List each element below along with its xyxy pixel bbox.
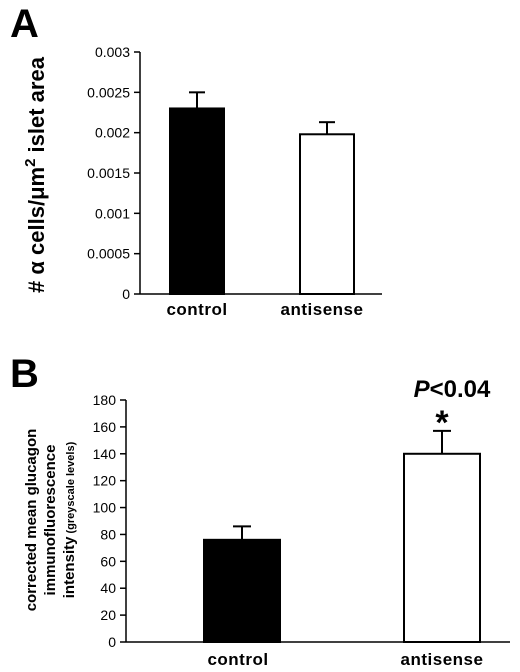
panel-b-significance-star: *: [435, 404, 449, 442]
panel-b-x-tick-label-antisense: antisense: [401, 650, 484, 669]
a-bar-control: [169, 107, 225, 296]
b-y-tick-label: 20: [100, 607, 116, 623]
panel-b-y-axis-label-line-3: intensity (greyscale levels): [61, 441, 78, 598]
panel-b-letter: B: [10, 352, 39, 396]
panel-a-x-tick-label-control: control: [166, 300, 227, 319]
b-y-tick-label: 60: [100, 553, 116, 569]
b-y-tick-label: 180: [93, 392, 117, 408]
a-y-tick-label: 0.002: [95, 125, 130, 141]
a-y-tick-label: 0.003: [95, 44, 130, 60]
a-y-tick-label: 0.001: [95, 205, 130, 221]
b-bar-control: [203, 538, 281, 643]
panel-b-y-axis-label-line-1: corrected mean glucagon: [23, 429, 40, 612]
panel-b-y-axis-label-line-2: immunofluorescence: [42, 445, 59, 596]
panel-a-x-tick-label-antisense: antisense: [281, 300, 364, 319]
panel-a-y-ticks: 0.003 0.0025 0.002 0.0015 0.001 0.0005 0: [87, 44, 140, 302]
b-bar-antisense: [403, 452, 481, 643]
panel-b-x-tick-label-control: control: [207, 650, 268, 669]
a-y-tick-label: 0.0005: [87, 246, 130, 262]
b-y-tick-label: 40: [100, 580, 116, 596]
a-y-tick-label: 0.0025: [87, 84, 130, 100]
b-y-tick-label: 120: [93, 473, 117, 489]
b-y-tick-label: 100: [93, 500, 117, 516]
b-y-tick-label: 160: [93, 419, 117, 435]
panel-b-bars: [203, 429, 481, 643]
b-y-tick-label: 140: [93, 446, 117, 462]
panel-b-p-value-annotation: P<0.04: [414, 376, 491, 403]
a-bar-antisense: [299, 133, 355, 295]
panel-a-bars: [169, 91, 355, 296]
panel-b: B 180 160 140 120 100 80 60 40 20 0 control antis…: [10, 352, 510, 669]
panel-b-y-ticks: 180 160 140 120 100 80 60 40 20 0: [93, 392, 126, 650]
b-y-tick-label: 80: [100, 526, 116, 542]
a-y-tick-label: 0.0015: [87, 165, 130, 181]
panel-a-y-axis-label: # α cells/μm2 islet area: [22, 56, 49, 293]
panel-a-letter: A: [10, 2, 39, 46]
panel-a: A 0.003 0.0025 0.002 0.0015 0.001 0.0005 0 con…: [10, 2, 382, 319]
b-y-tick-label: 0: [108, 634, 116, 650]
a-y-tick-label: 0: [122, 286, 130, 302]
